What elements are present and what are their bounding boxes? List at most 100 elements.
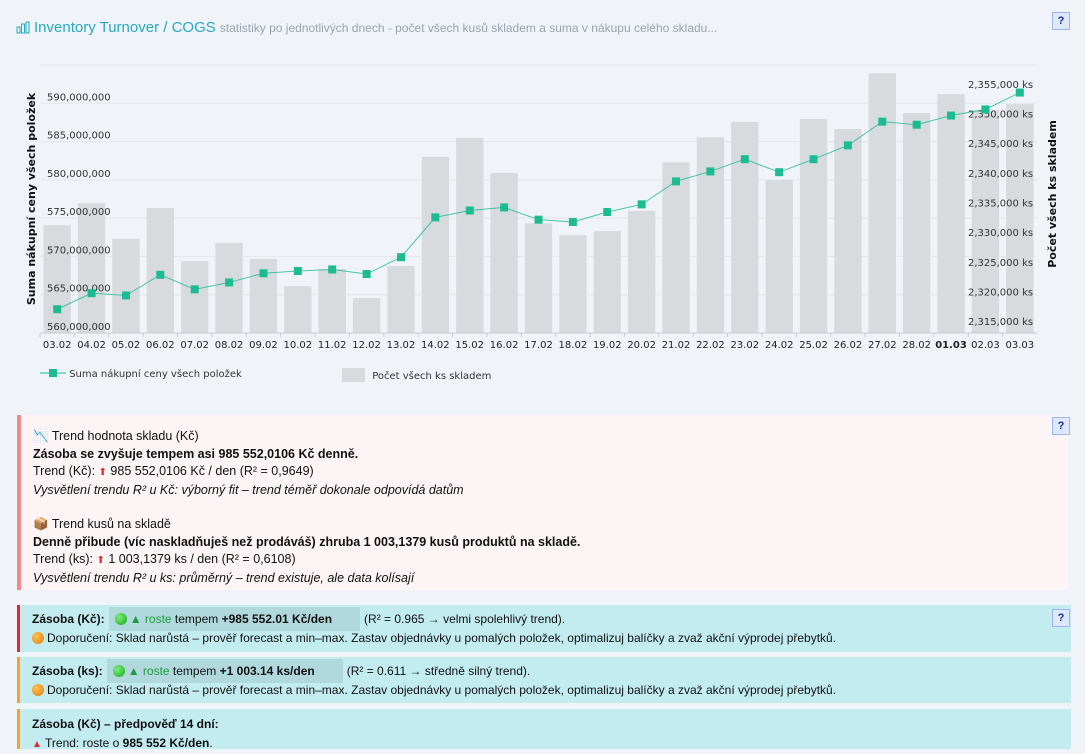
line-point (190, 285, 199, 294)
bar (43, 225, 71, 333)
line-point (500, 203, 509, 212)
x-tick-label: 23.02 (730, 340, 759, 351)
x-tick-label: 11.02 (318, 340, 347, 351)
trend-kc-explain: Vysvětlení trendu R² u Kč: výborný fit –… (33, 482, 464, 497)
x-tick-label: 03.03 (1005, 340, 1034, 351)
x-tick-label: 01.03 (935, 340, 967, 351)
line-point (603, 208, 612, 217)
bar (559, 235, 587, 333)
chart-down-icon: 📉 (33, 429, 49, 443)
y2-tick-label: 2,325,000 ks (968, 258, 1033, 269)
legend-label: Počet všech ks skladem (372, 371, 492, 382)
y-tick-label: 580,000,000 (47, 169, 111, 180)
line-point (87, 289, 96, 298)
line-point (775, 168, 784, 177)
bar (971, 110, 1000, 333)
package-icon: 📦 (33, 517, 49, 531)
help-button[interactable]: ? (1052, 609, 1070, 627)
line-point (637, 200, 646, 209)
bar (662, 162, 690, 333)
arrow-up-icon: ⬆ (96, 555, 105, 566)
line-point (809, 155, 818, 164)
line-point (878, 117, 887, 126)
x-tick-label: 24.02 (765, 340, 794, 351)
line-point (328, 265, 337, 274)
help-button[interactable]: ? (1052, 417, 1070, 435)
bar (352, 298, 381, 333)
line-point (1015, 88, 1024, 97)
line-point (981, 105, 990, 114)
line-point (156, 270, 165, 279)
alert-stock-kc: Zásoba (Kč): ▲ roste tempem +985 552.01 K… (17, 605, 1071, 652)
bar (627, 210, 656, 333)
bar (181, 261, 209, 333)
x-tick-label: 07.02 (180, 340, 209, 351)
x-tick-label: 09.02 (249, 340, 278, 351)
line-point (740, 155, 749, 164)
x-tick-label: 15.02 (455, 340, 484, 351)
trend-kc-headline: Zásoba se zvyšuje tempem asi 985 552,010… (33, 446, 359, 461)
line-point (912, 120, 921, 129)
x-tick-label: 03.02 (43, 340, 72, 351)
y2-tick-label: 2,330,000 ks (968, 228, 1033, 239)
y-tick-label: 590,000,000 (47, 92, 111, 103)
line-point (465, 206, 474, 215)
legend-line-icon (40, 369, 66, 377)
legend-item-bars[interactable]: Počet všech ks skladem (342, 368, 491, 382)
page-title: Inventory Turnover / COGS (34, 19, 216, 36)
y2-tick-label: 2,315,000 ks (968, 317, 1033, 328)
bar-chart-icon (16, 21, 30, 39)
line-point (947, 111, 956, 120)
legend-bar-icon (342, 368, 365, 382)
line-point (225, 278, 234, 287)
trend-highlight: ▲ roste tempem +1 003.14 ks/den (106, 659, 343, 683)
inventory-chart: 560,000,000 565,000,000 570,000,000 575,000… (25, 64, 1059, 351)
help-button[interactable]: ? (1052, 12, 1070, 30)
x-tick-label: 06.02 (146, 340, 175, 351)
line-point (362, 270, 371, 279)
line-point (259, 269, 268, 278)
trend-ks-title: 📦 Trend kusů na skladě (33, 517, 171, 531)
trend-ks-explain: Vysvětlení trendu R² u ks: průměrný – tr… (33, 570, 415, 585)
line-point (121, 291, 130, 300)
forecast-box: Zásoba (Kč) – předpověď 14 dní: ▲ Trend:… (17, 709, 1071, 750)
x-tick-label: 27.02 (868, 340, 897, 351)
x-tick-label: 18.02 (559, 340, 588, 351)
line-point (431, 213, 440, 222)
y-axis-title: Suma nákupní ceny všech položek (25, 92, 38, 305)
x-tick-label: 22.02 (696, 340, 725, 351)
y-tick-label: 565,000,000 (47, 284, 111, 295)
line-point (534, 215, 543, 224)
bar (696, 137, 725, 333)
x-tick-label: 19.02 (593, 340, 622, 351)
x-tick-label: 13.02 (387, 340, 416, 351)
x-tick-label: 10.02 (284, 340, 313, 351)
bar (77, 203, 106, 333)
line-point (396, 253, 405, 262)
x-tick-label: 08.02 (215, 340, 244, 351)
bar (731, 121, 759, 334)
bar (1006, 104, 1034, 333)
trend-summary-box: 📉 Trend hodnota skladu (Kč) Zásoba se zv… (17, 415, 1068, 590)
x-tick-label: 25.02 (799, 340, 828, 351)
y2-tick-label: 2,350,000 ks (968, 110, 1033, 121)
alert-stock-ks: Zásoba (ks): ▲ roste tempem +1 003.14 ks/… (17, 657, 1071, 703)
x-tick-label: 14.02 (421, 340, 450, 351)
bar (490, 172, 518, 333)
x-tick-label: 12.02 (352, 340, 381, 351)
x-tick-label: 17.02 (524, 340, 553, 351)
line-point (568, 217, 577, 226)
y-tick-label: 575,000,000 (47, 207, 111, 218)
y2-tick-label: 2,340,000 ks (968, 169, 1033, 180)
trend-ks-value: Trend (ks): ⬆ 1 003,1379 ks / den (R² = … (33, 552, 296, 566)
line-point (672, 177, 681, 186)
y2-axis-title: Počet všech ks skladem (1046, 120, 1059, 268)
legend-item-line[interactable]: Suma nákupní ceny všech položek (40, 368, 242, 380)
legend-label: Suma nákupní ceny všech položek (69, 369, 242, 380)
trend-highlight: ▲ roste tempem +985 552.01 Kč/den (108, 607, 361, 631)
x-tick-label: 20.02 (627, 340, 656, 351)
bar (834, 129, 862, 333)
trend-ks-headline: Denně přibude (víc naskladňuješ než prod… (33, 534, 581, 549)
x-tick-label: 02.03 (971, 340, 1000, 351)
y2-tick-label: 2,355,000 ks (968, 80, 1033, 91)
